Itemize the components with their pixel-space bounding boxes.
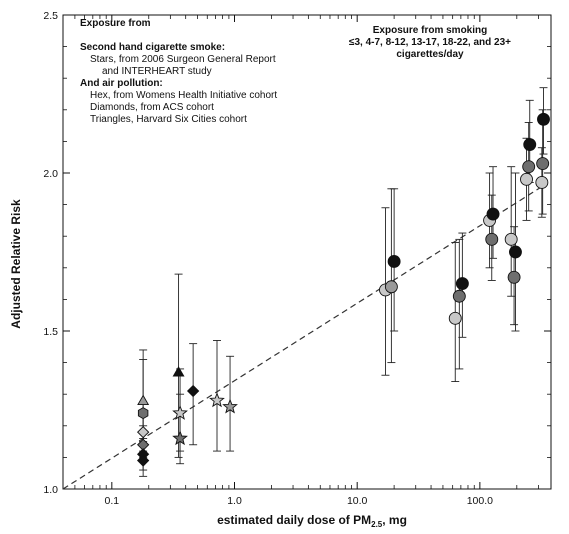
annotation-smoking-line2: ≤3, 4-7, 8-12, 13-17, 18-22, and 23+ bbox=[349, 37, 511, 48]
data-point-diamond bbox=[137, 425, 150, 439]
annotation-air-heading: And air pollution: bbox=[80, 78, 163, 89]
annotation-secondhand-line1: Stars, from 2006 Surgeon General Report bbox=[90, 54, 276, 65]
annotation-title: Exposure from bbox=[80, 18, 151, 29]
annotation-smoking-line3: cigarettes/day bbox=[396, 49, 464, 60]
annotation-air-line3: Triangles, Harvard Six Cities cohort bbox=[90, 114, 247, 125]
y-axis-title: Adjusted Relative Risk bbox=[9, 199, 23, 329]
data-point-circle bbox=[448, 311, 462, 325]
data-point-circle bbox=[384, 280, 398, 294]
data-point-circle bbox=[535, 176, 549, 189]
data-point-triangle bbox=[137, 394, 150, 405]
data-point-star bbox=[172, 430, 188, 446]
data-point-diamond bbox=[137, 438, 150, 451]
annotation-secondhand-heading: Second hand cigarette smoke: bbox=[80, 42, 226, 53]
x-axis-title-main: estimated daily dose of PM bbox=[217, 513, 371, 527]
trend-line bbox=[62, 185, 544, 490]
data-point-circle bbox=[507, 270, 521, 284]
markers-layer bbox=[137, 112, 550, 467]
data-point-diamond bbox=[137, 454, 150, 467]
annotation-secondhand-line2: and INTERHEART study bbox=[102, 66, 212, 77]
data-point-circle bbox=[520, 172, 533, 186]
x-axis-title: estimated daily dose of PM2.5, mg bbox=[217, 513, 407, 529]
annotation-legend: Exposure from Second hand cigarette smok… bbox=[80, 18, 277, 126]
plot-frame bbox=[62, 14, 552, 490]
data-point-circle bbox=[522, 160, 536, 174]
y-tick-label: 1.5 bbox=[43, 326, 58, 338]
x-tick-label: 1.0 bbox=[227, 495, 242, 507]
y-tick-label: 1.0 bbox=[43, 484, 58, 496]
data-point-hexagon bbox=[137, 407, 149, 420]
data-point-circle bbox=[509, 245, 522, 259]
data-point-circle bbox=[455, 277, 469, 291]
y-tick-label: 2.5 bbox=[43, 10, 58, 22]
data-point-circle bbox=[452, 289, 466, 303]
annotation-air-line2: Diamonds, from ACS cohort bbox=[90, 102, 214, 113]
annotation-smoking: Exposure from smoking ≤3, 4-7, 8-12, 13-… bbox=[330, 25, 530, 61]
annotation-smoking-line1: Exposure from smoking bbox=[372, 25, 488, 36]
data-point-circle bbox=[486, 207, 500, 221]
x-tick-label: 100.0 bbox=[467, 495, 493, 507]
x-tick-label: 10.0 bbox=[347, 495, 368, 507]
y-tick-label: 2.0 bbox=[43, 168, 58, 180]
data-point-circle bbox=[485, 232, 499, 246]
x-tick-label: 0.1 bbox=[105, 495, 120, 507]
data-point-circle bbox=[523, 138, 537, 152]
x-axis-title-subscript: 2.5 bbox=[371, 520, 383, 529]
data-point-star bbox=[222, 398, 238, 414]
data-point-star bbox=[209, 392, 225, 408]
fit-line-layer bbox=[62, 185, 544, 490]
data-point-circle bbox=[387, 255, 401, 268]
data-point-circle bbox=[537, 112, 550, 126]
data-point-circle bbox=[504, 232, 518, 246]
data-point-star bbox=[172, 404, 188, 420]
data-point-circle bbox=[536, 157, 550, 170]
x-axis-title-unit: , mg bbox=[382, 513, 407, 527]
error-bars-layer bbox=[139, 87, 548, 477]
axis-titles: Adjusted Relative Risk estimated daily d… bbox=[9, 199, 407, 529]
data-point-triangle bbox=[172, 366, 185, 377]
annotation-air-line1: Hex, from Womens Health Initiative cohor… bbox=[90, 90, 278, 101]
data-point-diamond bbox=[186, 384, 200, 398]
axes: 0.1 1.0 10.0 100.0 1.0 1.5 2.0 2.5 bbox=[43, 10, 552, 507]
